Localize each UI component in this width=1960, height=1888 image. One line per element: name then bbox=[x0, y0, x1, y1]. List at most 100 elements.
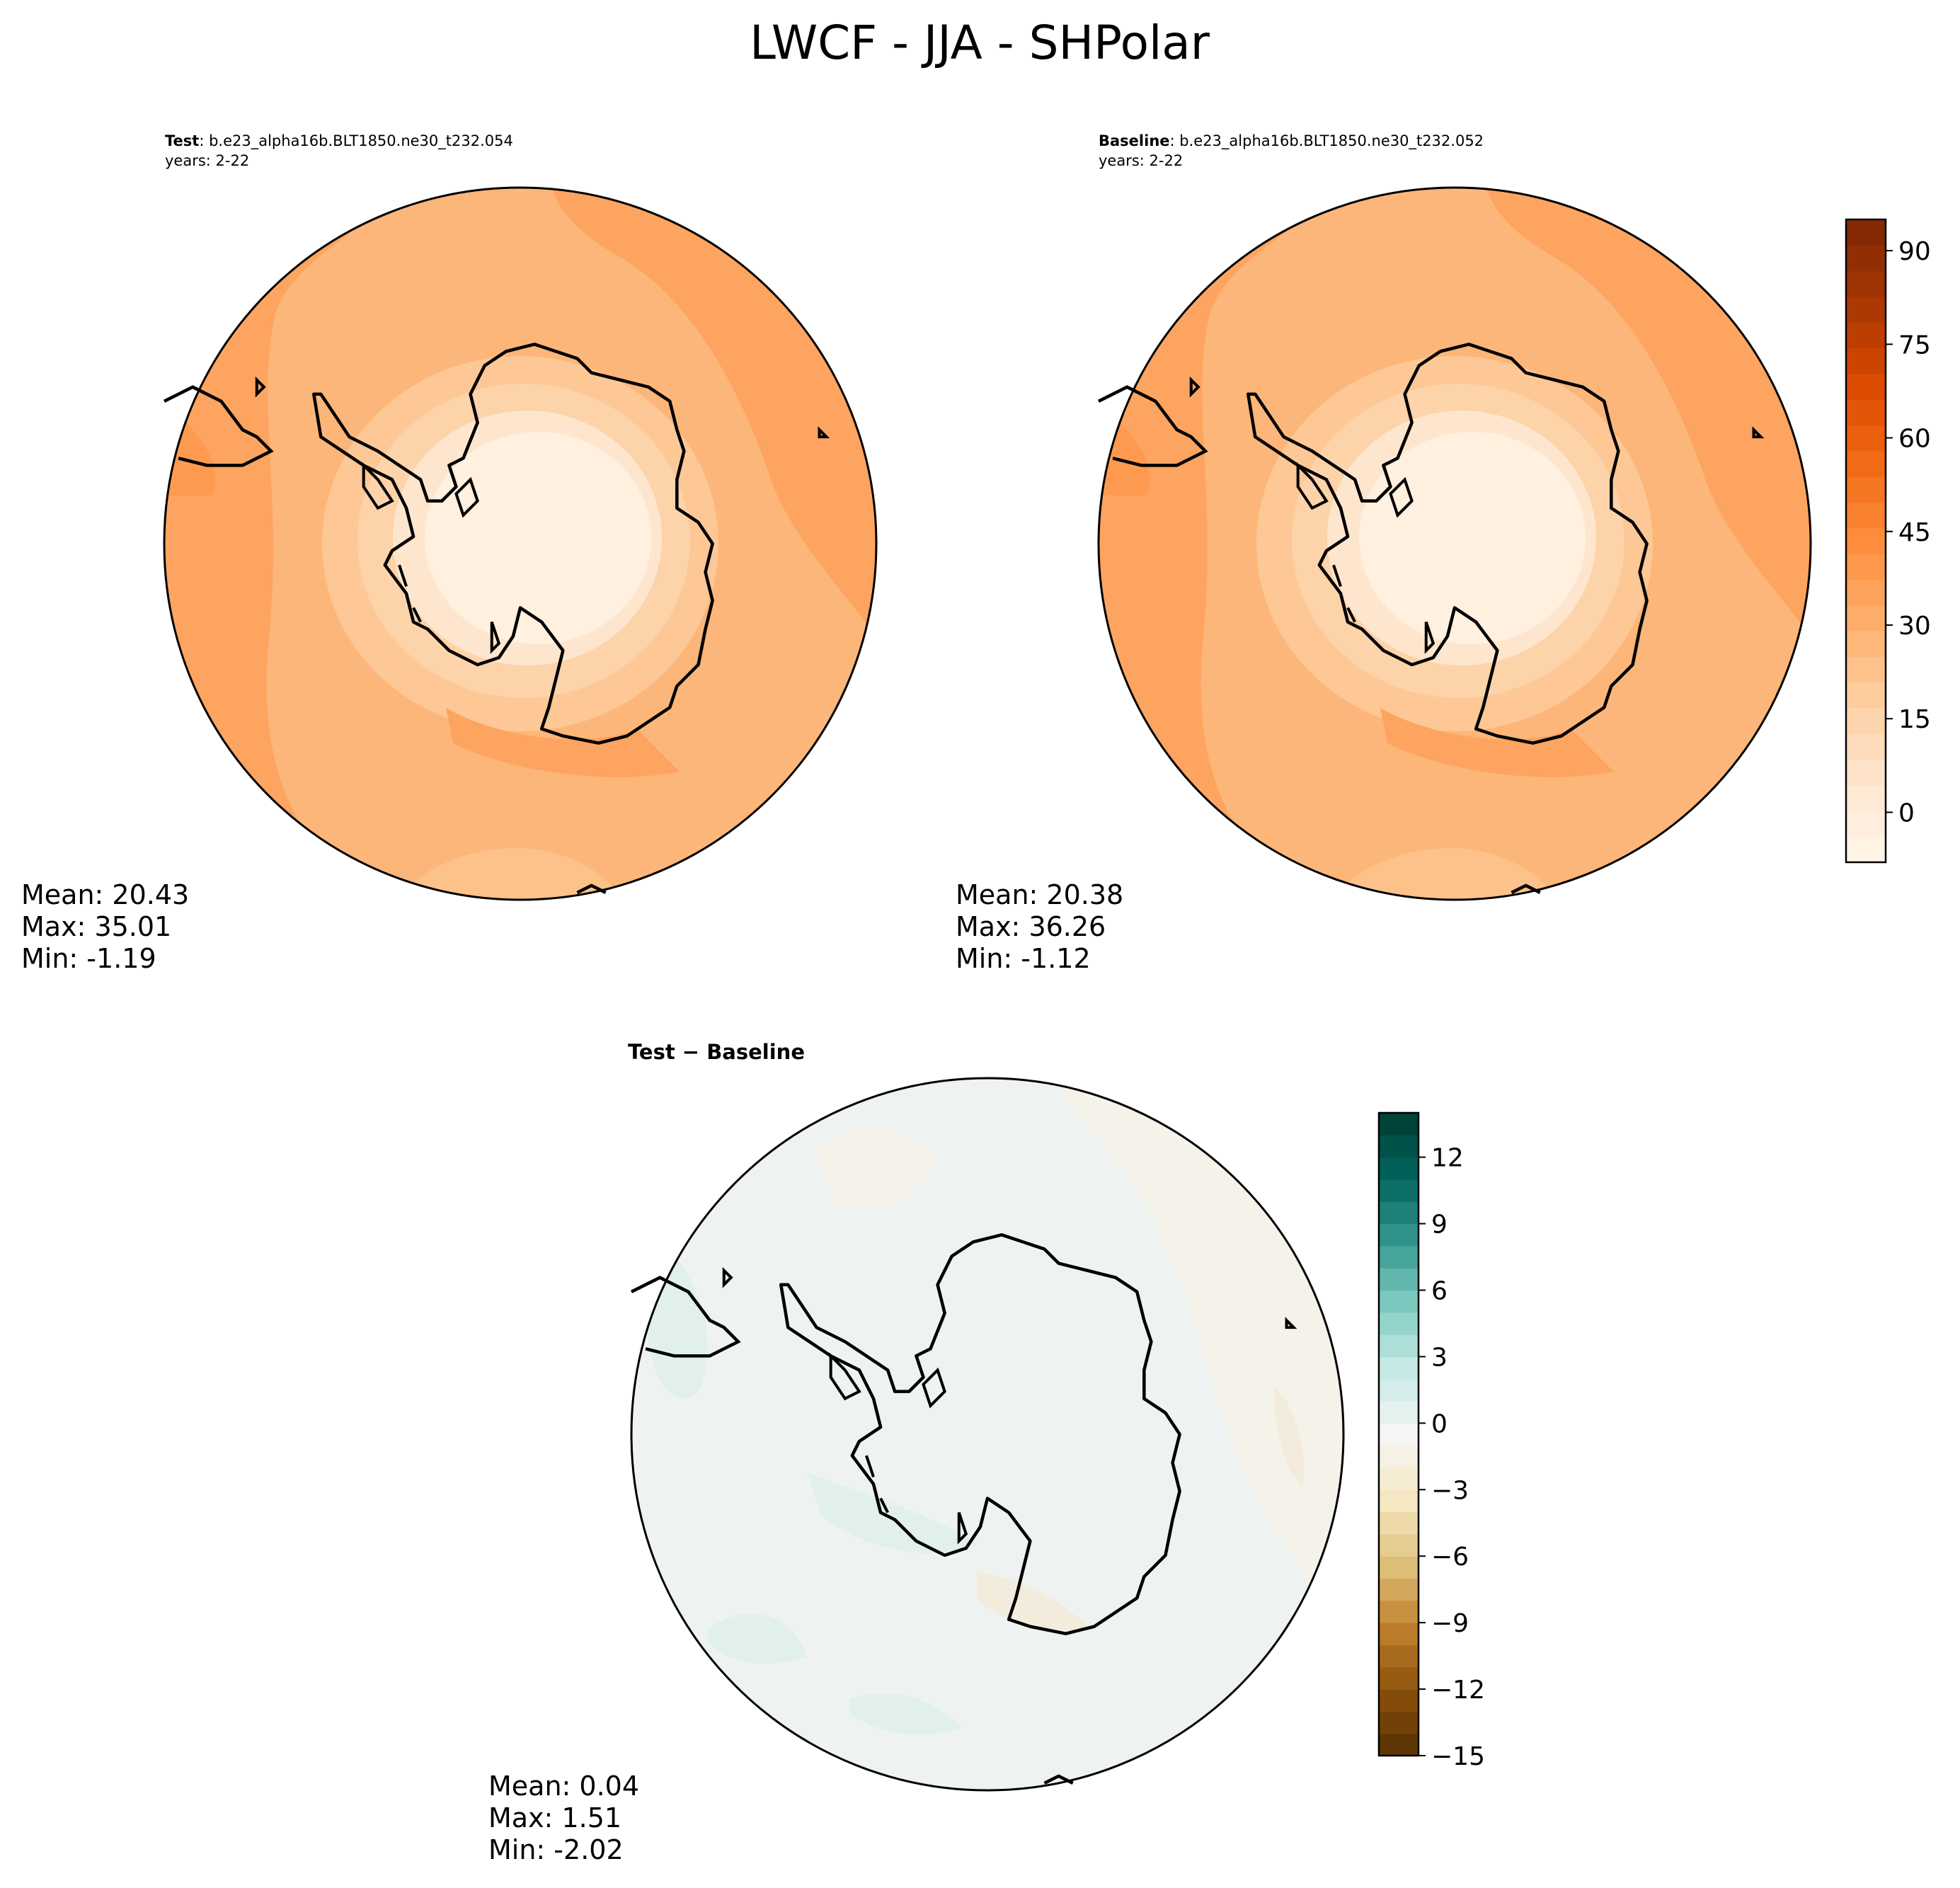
colorbar-tick-label: 9 bbox=[1431, 1211, 1448, 1240]
colorbar-tick-label: −6 bbox=[1431, 1543, 1469, 1572]
colorbar-level bbox=[1846, 811, 1886, 837]
diff-mean: Mean: 0.04 bbox=[488, 1770, 639, 1802]
colorbar-level bbox=[1379, 1312, 1419, 1335]
diff-max: Max: 1.51 bbox=[488, 1802, 621, 1833]
colorbar-level bbox=[1379, 1623, 1419, 1646]
diff-map-field bbox=[631, 1078, 1343, 1790]
colorbar-level bbox=[1379, 1290, 1419, 1313]
colorbar-level bbox=[1379, 1423, 1419, 1446]
colorbar-level bbox=[1846, 245, 1886, 272]
colorbar-level bbox=[1846, 605, 1886, 631]
test-map-boundary bbox=[163, 186, 878, 901]
test-panel: Test: b.e23_alpha16b.BLT1850.ne30_t232.0… bbox=[21, 132, 878, 974]
colorbar-level bbox=[1846, 733, 1886, 760]
colorbar-frame bbox=[1377, 1111, 1420, 1757]
colorbar-level bbox=[1379, 1689, 1419, 1712]
colorbar-level bbox=[1846, 270, 1886, 297]
colorbar-level bbox=[1379, 1268, 1419, 1291]
colorbar-level bbox=[1379, 1113, 1419, 1135]
colorbar-level bbox=[1379, 1245, 1419, 1269]
colorbar-tick-label: 90 bbox=[1898, 237, 1931, 266]
diff-map-boundary bbox=[630, 1077, 1345, 1792]
colorbar-level bbox=[1846, 450, 1886, 477]
test-max: Max: 35.01 bbox=[21, 911, 171, 942]
colorbar-level bbox=[1846, 527, 1886, 554]
colorbar-level bbox=[1379, 1711, 1419, 1734]
colorbar-level bbox=[1379, 1556, 1419, 1579]
colorbar-tick-label: 15 bbox=[1898, 705, 1931, 734]
test-label: Test: b.e23_alpha16b.BLT1850.ne30_t232.0… bbox=[165, 132, 513, 150]
baseline-years: years: 2-22 bbox=[1099, 152, 1183, 169]
colorbar-tick-label: 45 bbox=[1898, 518, 1931, 547]
colorbar-level bbox=[1846, 425, 1886, 452]
colorbar-tick-label: 0 bbox=[1898, 799, 1915, 828]
colorbar-level bbox=[1846, 476, 1886, 503]
colorbar-level bbox=[1846, 502, 1886, 529]
colorbar-level bbox=[1379, 1334, 1419, 1358]
figure-title: LWCF - JJA - SHPolar bbox=[750, 16, 1210, 70]
colorbar-level bbox=[1846, 348, 1886, 374]
colorbar-level bbox=[1379, 1644, 1419, 1668]
colorbar-level bbox=[1379, 1511, 1419, 1535]
colorbar-tick-label: 75 bbox=[1898, 331, 1931, 360]
diff-title: Test − Baseline bbox=[628, 1040, 805, 1064]
colorbar-level bbox=[1846, 579, 1886, 606]
colorbar-level bbox=[1846, 656, 1886, 683]
colorbar-level bbox=[1846, 785, 1886, 811]
colorbar-level bbox=[1379, 1223, 1419, 1247]
colorbar-tick-label: 30 bbox=[1898, 612, 1931, 641]
colorbar-tick-label: −9 bbox=[1431, 1609, 1469, 1638]
baseline-min: Min: -1.12 bbox=[956, 943, 1091, 974]
colorbar-level bbox=[1379, 1578, 1419, 1601]
main-colorbar: 0 15 30 45 60 75 90 bbox=[1845, 218, 1931, 864]
colorbar-level bbox=[1379, 1356, 1419, 1380]
baseline-mean: Mean: 20.38 bbox=[956, 879, 1123, 910]
colorbar-level bbox=[1379, 1401, 1419, 1424]
colorbar-level bbox=[1846, 219, 1886, 246]
colorbar-level bbox=[1846, 631, 1886, 658]
colorbar-level bbox=[1379, 1533, 1419, 1557]
test-map-field bbox=[164, 188, 876, 900]
colorbar-frame bbox=[1845, 218, 1887, 864]
colorbar-level bbox=[1379, 1600, 1419, 1623]
colorbar-tick-label: −15 bbox=[1431, 1742, 1485, 1771]
colorbar-tick-label: 0 bbox=[1431, 1409, 1448, 1438]
colorbar-level bbox=[1846, 682, 1886, 709]
colorbar-level bbox=[1846, 836, 1886, 863]
colorbar-tick-label: 6 bbox=[1431, 1276, 1448, 1305]
colorbar-level bbox=[1379, 1378, 1419, 1402]
colorbar-tick-label: −12 bbox=[1431, 1676, 1485, 1705]
colorbar-level bbox=[1846, 554, 1886, 580]
colorbar-tick-label: 12 bbox=[1431, 1144, 1464, 1173]
colorbar-level bbox=[1846, 296, 1886, 323]
colorbar-tick-label: −3 bbox=[1431, 1476, 1469, 1505]
colorbar-level bbox=[1379, 1157, 1419, 1180]
baseline-panel: Baseline: b.e23_alpha16b.BLT1850.ne30_t2… bbox=[956, 132, 1812, 974]
colorbar-level bbox=[1379, 1733, 1419, 1756]
colorbar-level bbox=[1846, 708, 1886, 734]
colorbar-level bbox=[1379, 1467, 1419, 1490]
test-mean: Mean: 20.43 bbox=[21, 879, 189, 910]
colorbar-level bbox=[1379, 1666, 1419, 1690]
colorbar-level bbox=[1846, 322, 1886, 349]
baseline-map-field bbox=[1099, 188, 1811, 900]
colorbar-level bbox=[1846, 399, 1886, 426]
colorbar-level bbox=[1846, 373, 1886, 400]
colorbar-tick-label: 60 bbox=[1898, 425, 1931, 454]
diff-colorbar: −15 −12 −9 −6 −3 0 3 6 9 12 bbox=[1377, 1111, 1485, 1771]
colorbar-level bbox=[1379, 1135, 1419, 1158]
baseline-max: Max: 36.26 bbox=[956, 911, 1106, 942]
colorbar-tick-label: 3 bbox=[1431, 1343, 1448, 1372]
colorbar-level bbox=[1379, 1201, 1419, 1225]
colorbar-level bbox=[1846, 759, 1886, 786]
test-years: years: 2-22 bbox=[165, 152, 249, 169]
diff-panel: Test − Baseline Mean: 0.04 Max: 1.51 Min… bbox=[488, 1040, 1345, 1865]
test-min: Min: -1.19 bbox=[21, 943, 156, 974]
diff-min: Min: -2.02 bbox=[488, 1834, 624, 1865]
colorbar-level bbox=[1379, 1445, 1419, 1468]
baseline-label: Baseline: b.e23_alpha16b.BLT1850.ne30_t2… bbox=[1099, 132, 1484, 150]
baseline-map-boundary bbox=[1097, 186, 1812, 901]
colorbar-level bbox=[1379, 1489, 1419, 1513]
colorbar-level bbox=[1379, 1179, 1419, 1202]
